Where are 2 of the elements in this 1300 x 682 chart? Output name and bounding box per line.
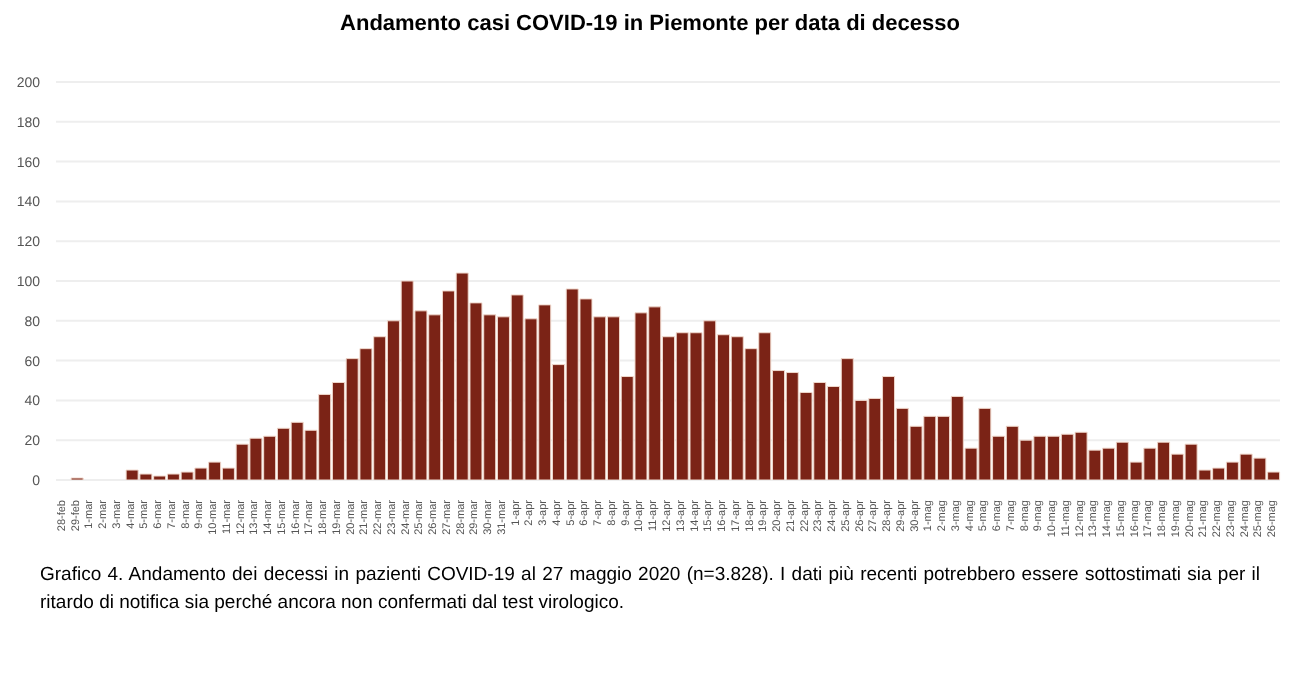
chart-title: Andamento casi COVID-19 in Piemonte per data di decesso — [338, 12, 962, 36]
text: Grafico 4. Andamento dei decessi in pazienti COVID-19 al 27 maggio 2020 (n=3.828). I dati più recenti potrebbero essere sottostimati sia per il ritardo di notifica sia perché ancora non confermati dal test virologico. — [40, 562, 1260, 618]
